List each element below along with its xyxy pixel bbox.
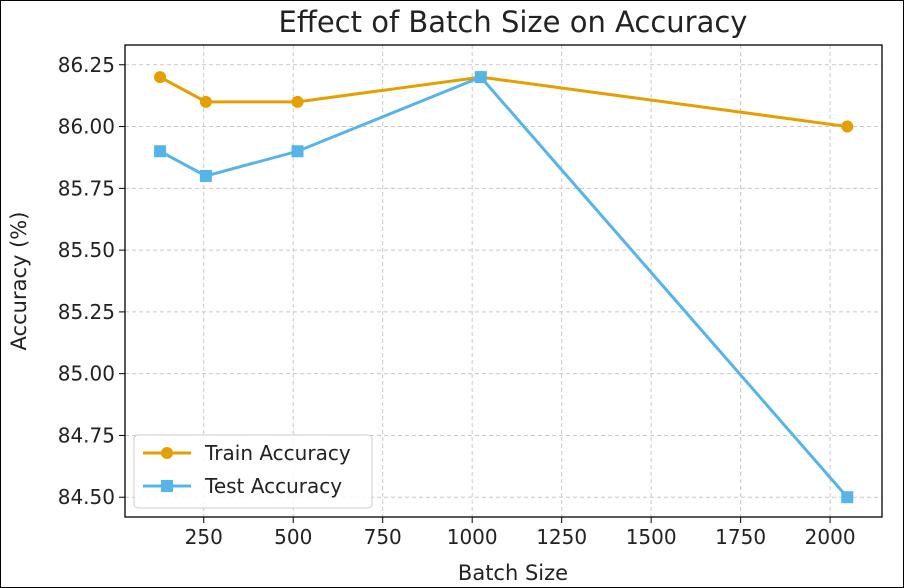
x-tick-label: 1500 [626, 525, 677, 549]
plot-area [124, 44, 883, 518]
data-point [291, 95, 304, 108]
legend: Train Accuracy Test Accuracy [133, 434, 373, 509]
y-tick-label: 84.75 [58, 423, 115, 447]
x-tick-label: 750 [364, 525, 402, 549]
x-tick-label: 1000 [447, 525, 498, 549]
data-point [199, 95, 212, 108]
y-tick-label: 84.50 [58, 485, 115, 509]
y-tick-label: 86.00 [58, 115, 115, 139]
y-tick-label: 85.00 [58, 362, 115, 386]
x-tick-label: 500 [274, 525, 312, 549]
data-point [474, 71, 487, 84]
x-tick-label: 2000 [805, 525, 856, 549]
data-point [841, 120, 854, 133]
x-tick-label: 1250 [536, 525, 587, 549]
data-point [199, 169, 212, 182]
series-line-test-accuracy [159, 75, 849, 499]
legend-marker [161, 480, 173, 492]
data-point [154, 71, 167, 84]
x-axis-label: Batch Size [458, 561, 568, 585]
legend-label: Train Accuracy [204, 441, 351, 465]
y-tick-label: 85.25 [58, 300, 115, 324]
x-tick-label: 1750 [715, 525, 766, 549]
x-tick-label: 250 [185, 525, 223, 549]
data-point [154, 145, 167, 158]
y-tick-label: 86.25 [58, 53, 115, 77]
data-point [841, 491, 854, 504]
data-point [291, 145, 304, 158]
legend-label: Test Accuracy [204, 474, 342, 498]
legend-marker [161, 447, 173, 459]
y-tick-label: 85.75 [58, 176, 115, 200]
y-tick-label: 85.50 [58, 238, 115, 262]
chart-title: Effect of Batch Size on Accuracy [279, 5, 748, 39]
y-axis-label: Accuracy (%) [7, 212, 31, 351]
legend-box [133, 434, 373, 509]
